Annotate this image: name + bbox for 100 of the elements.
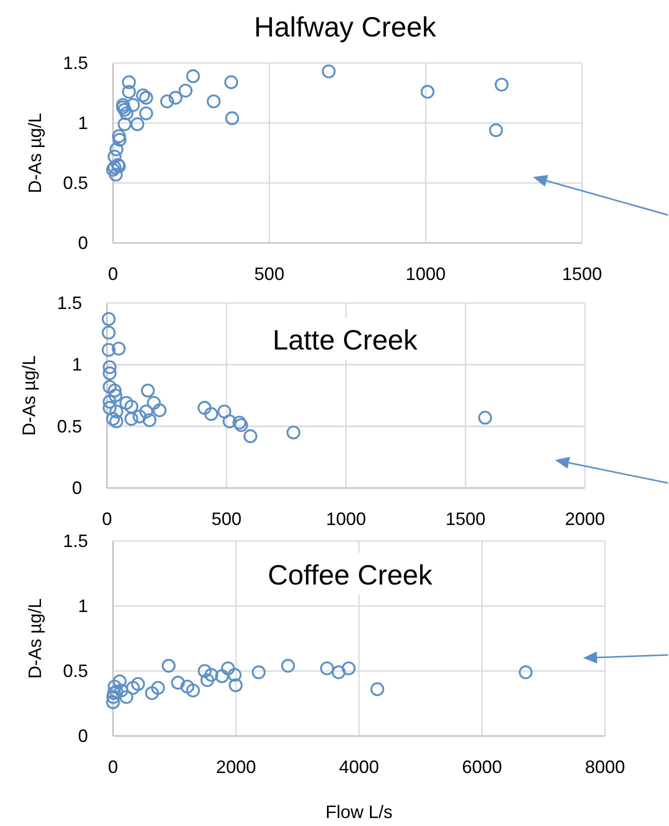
- y-axis-title: D-As µg/L: [25, 598, 45, 679]
- y-tick-label: 1.5: [62, 53, 88, 73]
- point: [102, 326, 116, 340]
- point: [124, 400, 138, 414]
- x-tick-label: 1000: [406, 264, 446, 284]
- y-tick-label: 0: [78, 726, 88, 746]
- point: [322, 64, 336, 78]
- x-tick-label: 2000: [564, 509, 606, 529]
- point: [106, 695, 120, 710]
- point: [102, 366, 117, 380]
- point: [178, 84, 192, 98]
- point: [228, 668, 242, 682]
- x-tick-label: 6000: [462, 757, 502, 777]
- point: [204, 407, 218, 421]
- point: [221, 662, 235, 676]
- point: [102, 312, 116, 326]
- point: [225, 111, 240, 126]
- point: [102, 394, 117, 409]
- point: [106, 162, 120, 177]
- point: [171, 676, 185, 690]
- point: [119, 690, 134, 704]
- point: [108, 680, 122, 694]
- x-tick-label: 1000: [326, 509, 366, 529]
- y-tick-label: 1.5: [56, 293, 82, 313]
- point: [489, 123, 503, 138]
- point: [320, 662, 334, 676]
- x-tick-label: 1500: [562, 264, 602, 284]
- y-tick-label: 0.5: [62, 173, 88, 193]
- point: [126, 681, 140, 695]
- point: [112, 674, 127, 688]
- point: [136, 88, 150, 102]
- point: [131, 677, 145, 691]
- y-tick-label: 0: [72, 478, 82, 498]
- point: [122, 84, 136, 99]
- point: [228, 678, 243, 692]
- point: [124, 412, 138, 426]
- point: [234, 418, 248, 432]
- x-tick-label: 0: [108, 264, 118, 284]
- y-axis-title: D-As µg/L: [19, 355, 39, 436]
- x-tick-label: 4000: [338, 757, 380, 777]
- point: [118, 102, 132, 117]
- y-axis-title: D-As µg/L: [25, 112, 45, 194]
- point: [126, 98, 140, 112]
- point: [332, 665, 346, 680]
- point: [102, 342, 116, 357]
- text: Latte Creek: [272, 324, 418, 356]
- point: [180, 680, 194, 694]
- point: [130, 117, 144, 132]
- point: [162, 658, 176, 673]
- point: [106, 690, 120, 704]
- point: [215, 669, 229, 684]
- point: [142, 413, 156, 428]
- y-tick-label: 0: [78, 233, 88, 253]
- y-tick-label: 1: [72, 354, 82, 375]
- point: [494, 78, 509, 92]
- point: [102, 360, 117, 374]
- point: [186, 69, 200, 84]
- point: [139, 106, 154, 120]
- point: [370, 682, 384, 696]
- point: [145, 686, 159, 700]
- point: [286, 426, 300, 440]
- point: [342, 662, 356, 676]
- y-tick-label: 1.5: [62, 531, 88, 551]
- x-tick-label: 2000: [216, 757, 256, 777]
- x-axis-title: Flow L/s: [325, 802, 393, 822]
- y-tick-label: 0.5: [62, 661, 88, 681]
- point: [118, 117, 132, 132]
- point: [198, 400, 212, 415]
- point: [224, 75, 238, 90]
- point: [108, 384, 122, 398]
- chart-title: Halfway Creek: [254, 12, 438, 42]
- point: [132, 410, 146, 424]
- point: [518, 665, 533, 680]
- point: [244, 429, 258, 444]
- point: [204, 668, 218, 682]
- y-tick-label: 1: [78, 596, 88, 616]
- x-tick-label: 8000: [584, 757, 626, 777]
- point: [252, 665, 266, 680]
- point: [109, 404, 124, 418]
- point: [160, 94, 174, 108]
- point: [122, 75, 136, 90]
- point: [186, 684, 200, 698]
- point: [200, 673, 214, 687]
- point: [217, 404, 232, 418]
- point: [232, 416, 246, 430]
- point: [168, 90, 182, 105]
- x-tick-label: 500: [211, 509, 242, 529]
- point: [112, 129, 126, 144]
- point: [139, 404, 154, 418]
- point: [206, 94, 221, 108]
- x-tick-label: 500: [254, 264, 284, 284]
- point: [198, 664, 212, 678]
- point: [120, 106, 134, 120]
- point: [102, 380, 117, 394]
- y-tick-label: 0.5: [56, 416, 82, 436]
- point: [110, 142, 124, 156]
- point: [108, 388, 122, 402]
- point: [478, 410, 492, 425]
- point: [152, 403, 166, 418]
- point: [281, 658, 295, 673]
